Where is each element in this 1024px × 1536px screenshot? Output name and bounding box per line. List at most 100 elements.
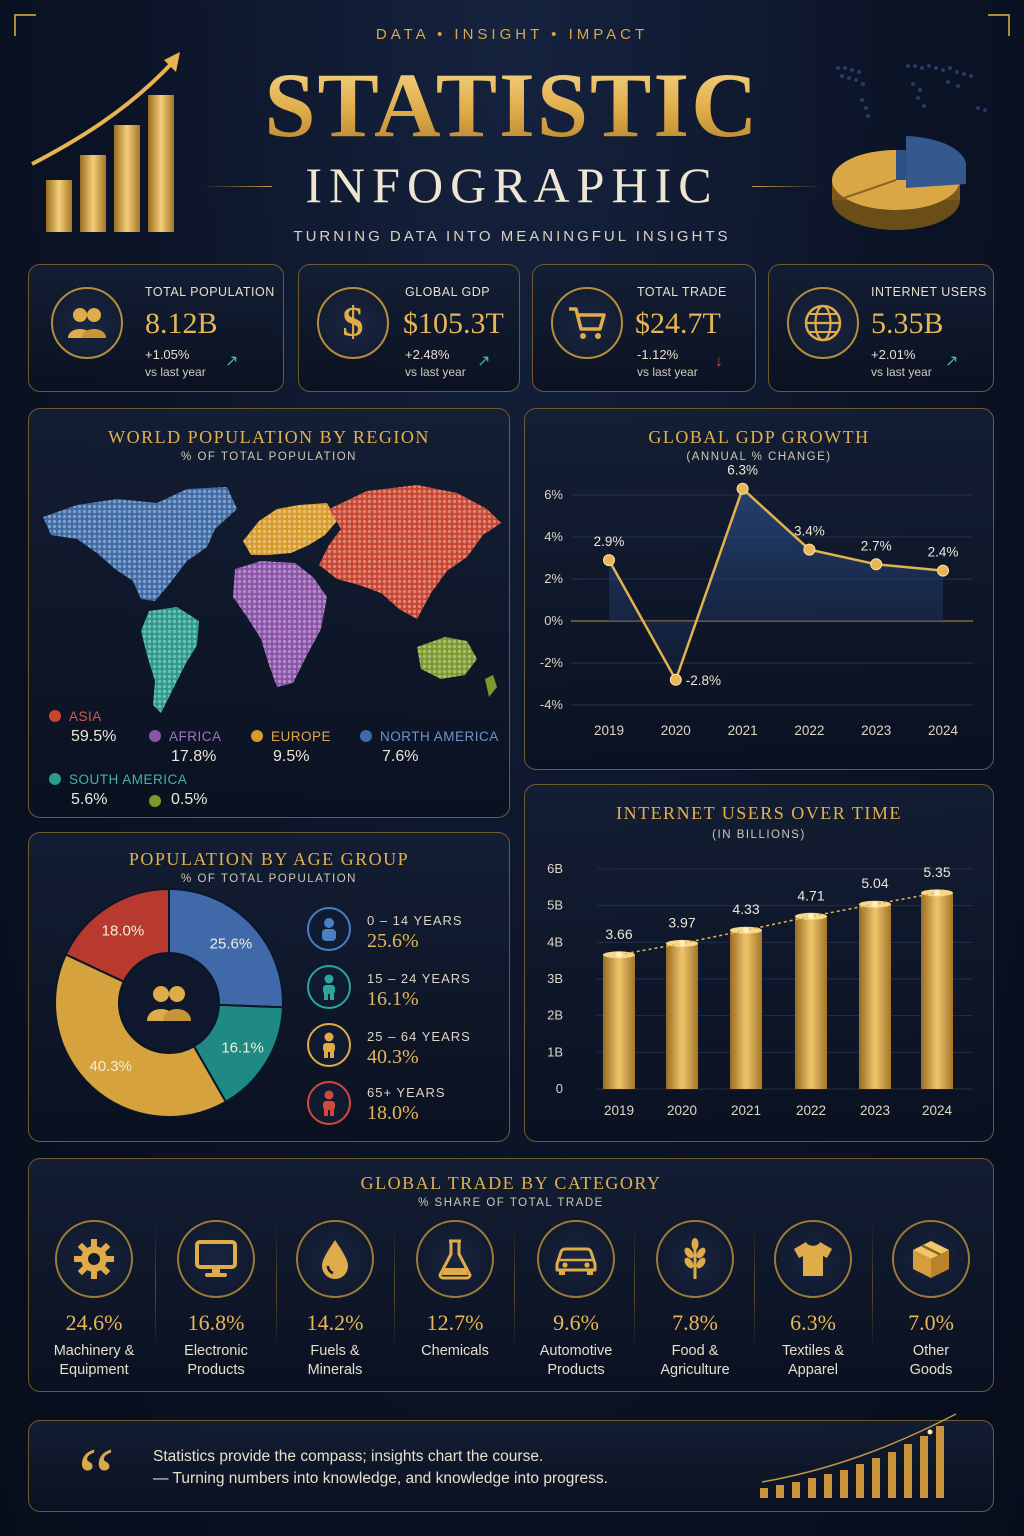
gdp-point [603,554,615,567]
quote-panel [28,1420,994,1512]
trade-category-food: 7.8% Food & Agriculture [636,1210,754,1380]
legend-dot [360,730,372,742]
trade-panel-title: GLOBAL TRADE BY CATEGORY [360,1173,662,1193]
internet-bar [730,930,762,1089]
trade-category-fuels: 14.2% Fuels & Minerals [276,1210,394,1380]
gdp-line-chart: 6% 4% 2% 0% -2% -4% 2.9% 2019 -2.8% 2020 6.3% 2021 3… [540,463,973,738]
legend-dot [251,730,263,742]
trade-value: 6.3% [790,1310,836,1335]
header: DATA • INSIGHT • IMPACT STATISTIC INFOGR… [0,0,1024,260]
age-slice-label: 16.1% [221,1039,264,1056]
y-tick-label: 0 [556,1081,563,1096]
gdp-panel: GLOBAL GDP GROWTH (ANNUAL % CHANGE) 6% 4%… [524,408,994,770]
trade-value: 7.8% [672,1310,718,1335]
age-label: 15 – 24 YEARS [367,971,471,986]
internet-data-label: 3.97 [668,914,695,930]
y-tick-label: 2% [544,571,563,586]
legend-europe-value: 9.5% [273,748,310,765]
drop-icon [296,1220,374,1298]
legend-north-america: NORTH AMERICA [360,729,499,744]
x-tick-label: 2021 [728,723,758,738]
internet-trend-point [934,889,940,896]
trade-label: Machinery & Equipment [53,1343,135,1378]
gdp-data-label: 2.4% [928,545,959,560]
age-panel-title: POPULATION BY AGE GROUP [128,849,410,869]
gear-icon [55,1220,133,1298]
age-value: 25.6% [367,930,419,952]
kpi-change: +2.01% [871,347,916,362]
kpi-card-population: TOTAL POPULATION 8.12B +1.05% vs last ye… [28,264,284,392]
internet-bar [603,954,635,1089]
gdp-panel-subtitle: (ANNUAL % CHANGE) [686,451,832,463]
legend-dot [49,710,61,722]
gdp-point [937,564,949,577]
header-caption: TURNING DATA INTO MEANINGFUL INSIGHTS [293,228,731,245]
legend-dot [149,795,161,807]
car-icon [537,1220,615,1298]
rising-bars-icon [31,52,180,232]
age-slice [64,887,170,984]
kpi-value: $24.7T [635,307,721,340]
trade-value: 14.2% [306,1310,364,1335]
internet-bar [795,916,827,1089]
y-tick-label: 2B [547,1008,563,1023]
internet-trend-point [679,940,685,947]
trade-value: 24.6% [65,1310,123,1335]
trade-category-machinery: 24.6% Machinery & Equipment [35,1210,153,1380]
age-value: 40.3% [367,1046,419,1068]
trade-label: Fuels & Minerals [307,1343,363,1378]
people-icon [51,287,123,359]
kpi-label: TOTAL TRADE [637,285,727,299]
senior-icon [307,1081,351,1125]
quote-line-2: — Turning numbers into knowledge, and kn… [153,1470,608,1487]
trend-up-icon: ↗ [945,353,959,370]
monitor-icon [177,1220,255,1298]
divider [754,1222,755,1352]
internet-trend-line [618,892,938,956]
kpi-card-trade: TOTAL TRADE $24.7T -1.12% vs last year ↓ [532,264,756,392]
trade-category-other: 7.0% Other Goods [872,1210,990,1380]
legend-asia-value: 59.5% [71,728,117,745]
legend-asia: ASIA [49,709,102,724]
people-icon [147,986,191,1021]
kpi-vs-label: vs last year [405,365,466,379]
trade-category-chemicals: 12.7% Chemicals [396,1210,514,1380]
y-tick-label: 5B [547,898,563,913]
world-dots-icon [836,64,987,118]
internet-panel-title: INTERNET USERS OVER TIME [616,803,902,823]
kpi-label: GLOBAL GDP [405,285,491,299]
trade-label: Electronic Products [184,1343,248,1378]
shirt-icon [774,1220,852,1298]
trade-value: 16.8% [187,1310,245,1335]
age-panel-subtitle: % OF TOTAL POPULATION [181,873,357,885]
trade-label: Food & Agriculture [660,1343,730,1378]
y-tick-label: 1B [547,1044,563,1059]
gdp-data-label: 6.3% [727,463,758,478]
trade-value: 7.0% [908,1310,954,1335]
internet-data-label: 5.04 [861,875,888,891]
age-label: 25 – 64 YEARS [367,1029,471,1044]
age-donut-chart: 25.6% 16.1% 40.3% 18.0% [54,887,284,1118]
gdp-point [669,673,682,686]
gdp-data-label: -2.8% [686,673,721,688]
dollar-icon: $ [317,287,389,359]
trend-up-icon: ↗ [477,353,491,370]
frame-corner-top-left [14,14,36,36]
internet-data-label: 5.35 [923,864,950,880]
trade-category-textiles: 6.3% Textiles & Apparel [754,1210,872,1380]
age-panel: POPULATION BY AGE GROUP % OF TOTAL POPUL… [28,832,510,1142]
x-tick-label: 2019 [594,723,624,738]
trend-down-icon: ↓ [715,353,723,370]
child-icon [307,907,351,951]
divider [276,1222,277,1352]
trade-label: Automotive Products [539,1343,613,1378]
decorative-bars-icon [760,1413,957,1498]
kpi-vs-label: vs last year [637,365,698,379]
adult-icon [307,1023,351,1067]
y-tick-label: -2% [540,655,564,670]
gdp-point [736,482,749,495]
flask-icon [416,1220,494,1298]
page-title: STATISTIC [0,52,1024,158]
legend-north-america-value: 7.6% [382,748,419,765]
x-tick-label: 2023 [860,1103,890,1118]
